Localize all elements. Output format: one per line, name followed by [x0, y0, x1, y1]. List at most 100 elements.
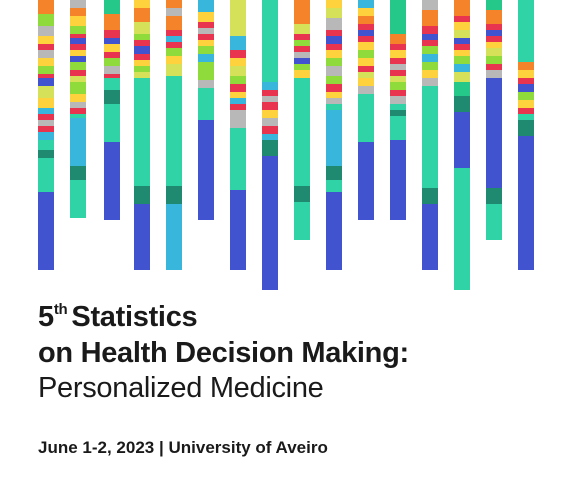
- barcode-segment: [230, 66, 246, 76]
- barcode-segment: [104, 38, 120, 44]
- barcode-segment: [230, 76, 246, 84]
- barcode-segment: [166, 0, 182, 8]
- barcode-segment: [70, 38, 86, 44]
- barcode-segment: [230, 226, 246, 270]
- barcode-segment: [198, 34, 214, 40]
- barcode-segment: [518, 120, 534, 136]
- barcode-segment: [134, 72, 150, 78]
- barcode-segment: [486, 0, 502, 10]
- barcode-segment: [198, 54, 214, 62]
- barcode-segment: [326, 110, 342, 166]
- barcode-graphic: [38, 0, 534, 290]
- barcode-segment: [518, 0, 534, 62]
- barcode-segment: [134, 40, 150, 46]
- barcode-segment: [70, 180, 86, 218]
- barcode-segment: [134, 0, 150, 8]
- barcode-segment: [358, 50, 374, 58]
- barcode-segment: [134, 34, 150, 40]
- barcode-segment: [294, 46, 310, 52]
- barcode-segment: [38, 98, 54, 108]
- barcode-segment: [454, 44, 470, 50]
- barcode-segment: [422, 204, 438, 270]
- barcode-segment: [454, 16, 470, 22]
- barcode-segment: [454, 168, 470, 290]
- barcode-segment: [70, 56, 86, 62]
- barcode-segment: [358, 16, 374, 24]
- barcode-segment: [262, 156, 278, 290]
- barcode-segment: [38, 50, 54, 58]
- barcode-segment: [390, 0, 406, 34]
- barcode-segment: [198, 120, 214, 220]
- barcode-segment: [422, 78, 438, 86]
- barcode-segment: [486, 204, 502, 240]
- barcode-segment: [294, 40, 310, 46]
- barcode-segment: [486, 36, 502, 42]
- barcode-segment: [486, 10, 502, 24]
- barcode-segment: [326, 66, 342, 76]
- barcode-segment: [358, 66, 374, 72]
- barcode-segment: [230, 0, 246, 36]
- barcode-segment: [422, 54, 438, 62]
- barcode-segment: [70, 50, 86, 56]
- barcode-segment: [518, 78, 534, 84]
- barcode-segment: [38, 14, 54, 26]
- barcode-segment: [486, 188, 502, 204]
- barcode-segment: [134, 60, 150, 66]
- barcode-column: [198, 0, 214, 220]
- barcode-column: [70, 0, 86, 218]
- barcode-segment: [390, 64, 406, 70]
- barcode-segment: [390, 82, 406, 90]
- barcode-segment: [518, 136, 534, 270]
- barcode-segment: [262, 126, 278, 134]
- barcode-segment: [262, 134, 278, 140]
- barcode-segment: [104, 14, 120, 30]
- barcode-segment: [104, 90, 120, 104]
- barcode-segment: [262, 110, 278, 118]
- barcode-segment: [38, 114, 54, 120]
- barcode-segment: [104, 44, 120, 52]
- barcode-segment: [104, 0, 120, 14]
- title-line-1: 5th Statistics: [38, 300, 409, 334]
- barcode-segment: [486, 64, 502, 70]
- barcode-segment: [70, 8, 86, 16]
- barcode-segment: [454, 82, 470, 96]
- barcode-segment: [230, 92, 246, 98]
- barcode-segment: [294, 34, 310, 40]
- barcode-segment: [230, 50, 246, 58]
- barcode-segment: [518, 84, 534, 92]
- barcode-segment: [358, 42, 374, 50]
- barcode-segment: [390, 140, 406, 220]
- barcode-segment: [454, 38, 470, 44]
- barcode-segment: [104, 52, 120, 58]
- barcode-segment: [230, 160, 246, 190]
- barcode-segment: [294, 186, 310, 202]
- barcode-segment: [166, 16, 182, 30]
- barcode-segment: [486, 48, 502, 56]
- barcode-segment: [486, 42, 502, 48]
- barcode-segment: [326, 192, 342, 270]
- barcode-segment: [390, 96, 406, 104]
- barcode-segment: [422, 46, 438, 54]
- barcode-segment: [294, 64, 310, 70]
- barcode-column: [104, 0, 120, 220]
- barcode-segment: [454, 50, 470, 56]
- barcode-segment: [358, 36, 374, 42]
- barcode-segment: [262, 0, 278, 82]
- barcode-segment: [294, 10, 310, 24]
- barcode-segment: [166, 8, 182, 16]
- barcode-segment: [326, 84, 342, 92]
- barcode-segment: [70, 82, 86, 94]
- barcode-segment: [104, 30, 120, 38]
- barcode-column: [422, 0, 438, 270]
- barcode-segment: [38, 26, 54, 36]
- barcode-segment: [166, 56, 182, 64]
- barcode-segment: [38, 0, 54, 14]
- barcode-column: [166, 0, 182, 270]
- barcode-segment: [38, 74, 54, 78]
- barcode-segment: [294, 70, 310, 78]
- barcode-segment: [454, 64, 470, 72]
- barcode-segment: [358, 58, 374, 66]
- barcode-segment: [294, 0, 310, 10]
- barcode-segment: [70, 16, 86, 26]
- barcode-segment: [326, 0, 342, 8]
